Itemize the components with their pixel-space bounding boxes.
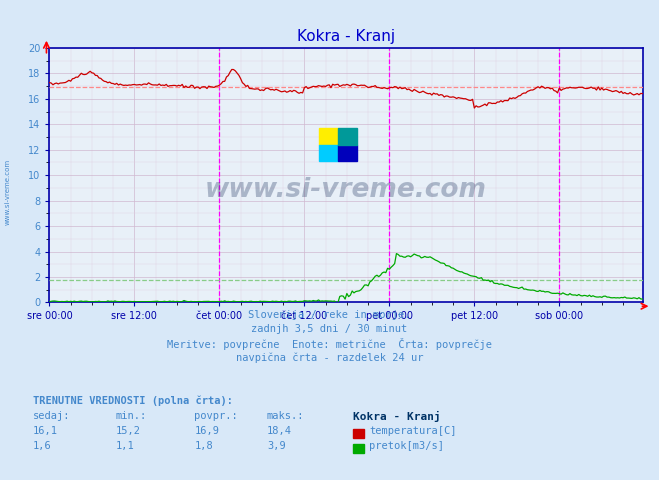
Text: 18,4: 18,4 [267,426,292,436]
Text: 15,2: 15,2 [115,426,140,436]
Text: pretok[m3/s]: pretok[m3/s] [369,441,444,451]
Bar [338,144,357,161]
Text: 1,8: 1,8 [194,441,213,451]
Text: 3,9: 3,9 [267,441,285,451]
Text: navpična črta - razdelek 24 ur: navpična črta - razdelek 24 ur [236,353,423,363]
Text: TRENUTNE VREDNOSTI (polna črta):: TRENUTNE VREDNOSTI (polna črta): [33,396,233,407]
Text: zadnjh 3,5 dni / 30 minut: zadnjh 3,5 dni / 30 minut [251,324,408,334]
Bar [338,128,357,144]
Text: povpr.:: povpr.: [194,411,238,421]
Text: 16,1: 16,1 [33,426,58,436]
Text: 16,9: 16,9 [194,426,219,436]
Text: www.si-vreme.com: www.si-vreme.com [205,178,487,204]
Text: 1,6: 1,6 [33,441,51,451]
Text: Kokra - Kranj: Kokra - Kranj [353,411,440,422]
Text: www.si-vreme.com: www.si-vreme.com [5,159,11,225]
Text: maks.:: maks.: [267,411,304,421]
Text: Slovenija / reke in morje.: Slovenija / reke in morje. [248,310,411,320]
Bar [320,128,338,144]
Text: min.:: min.: [115,411,146,421]
Bar [320,144,338,161]
Title: Kokra - Kranj: Kokra - Kranj [297,29,395,44]
Text: sedaj:: sedaj: [33,411,71,421]
Text: 1,1: 1,1 [115,441,134,451]
Text: temperatura[C]: temperatura[C] [369,426,457,436]
Text: Meritve: povprečne  Enote: metrične  Črta: povprečje: Meritve: povprečne Enote: metrične Črta:… [167,338,492,350]
